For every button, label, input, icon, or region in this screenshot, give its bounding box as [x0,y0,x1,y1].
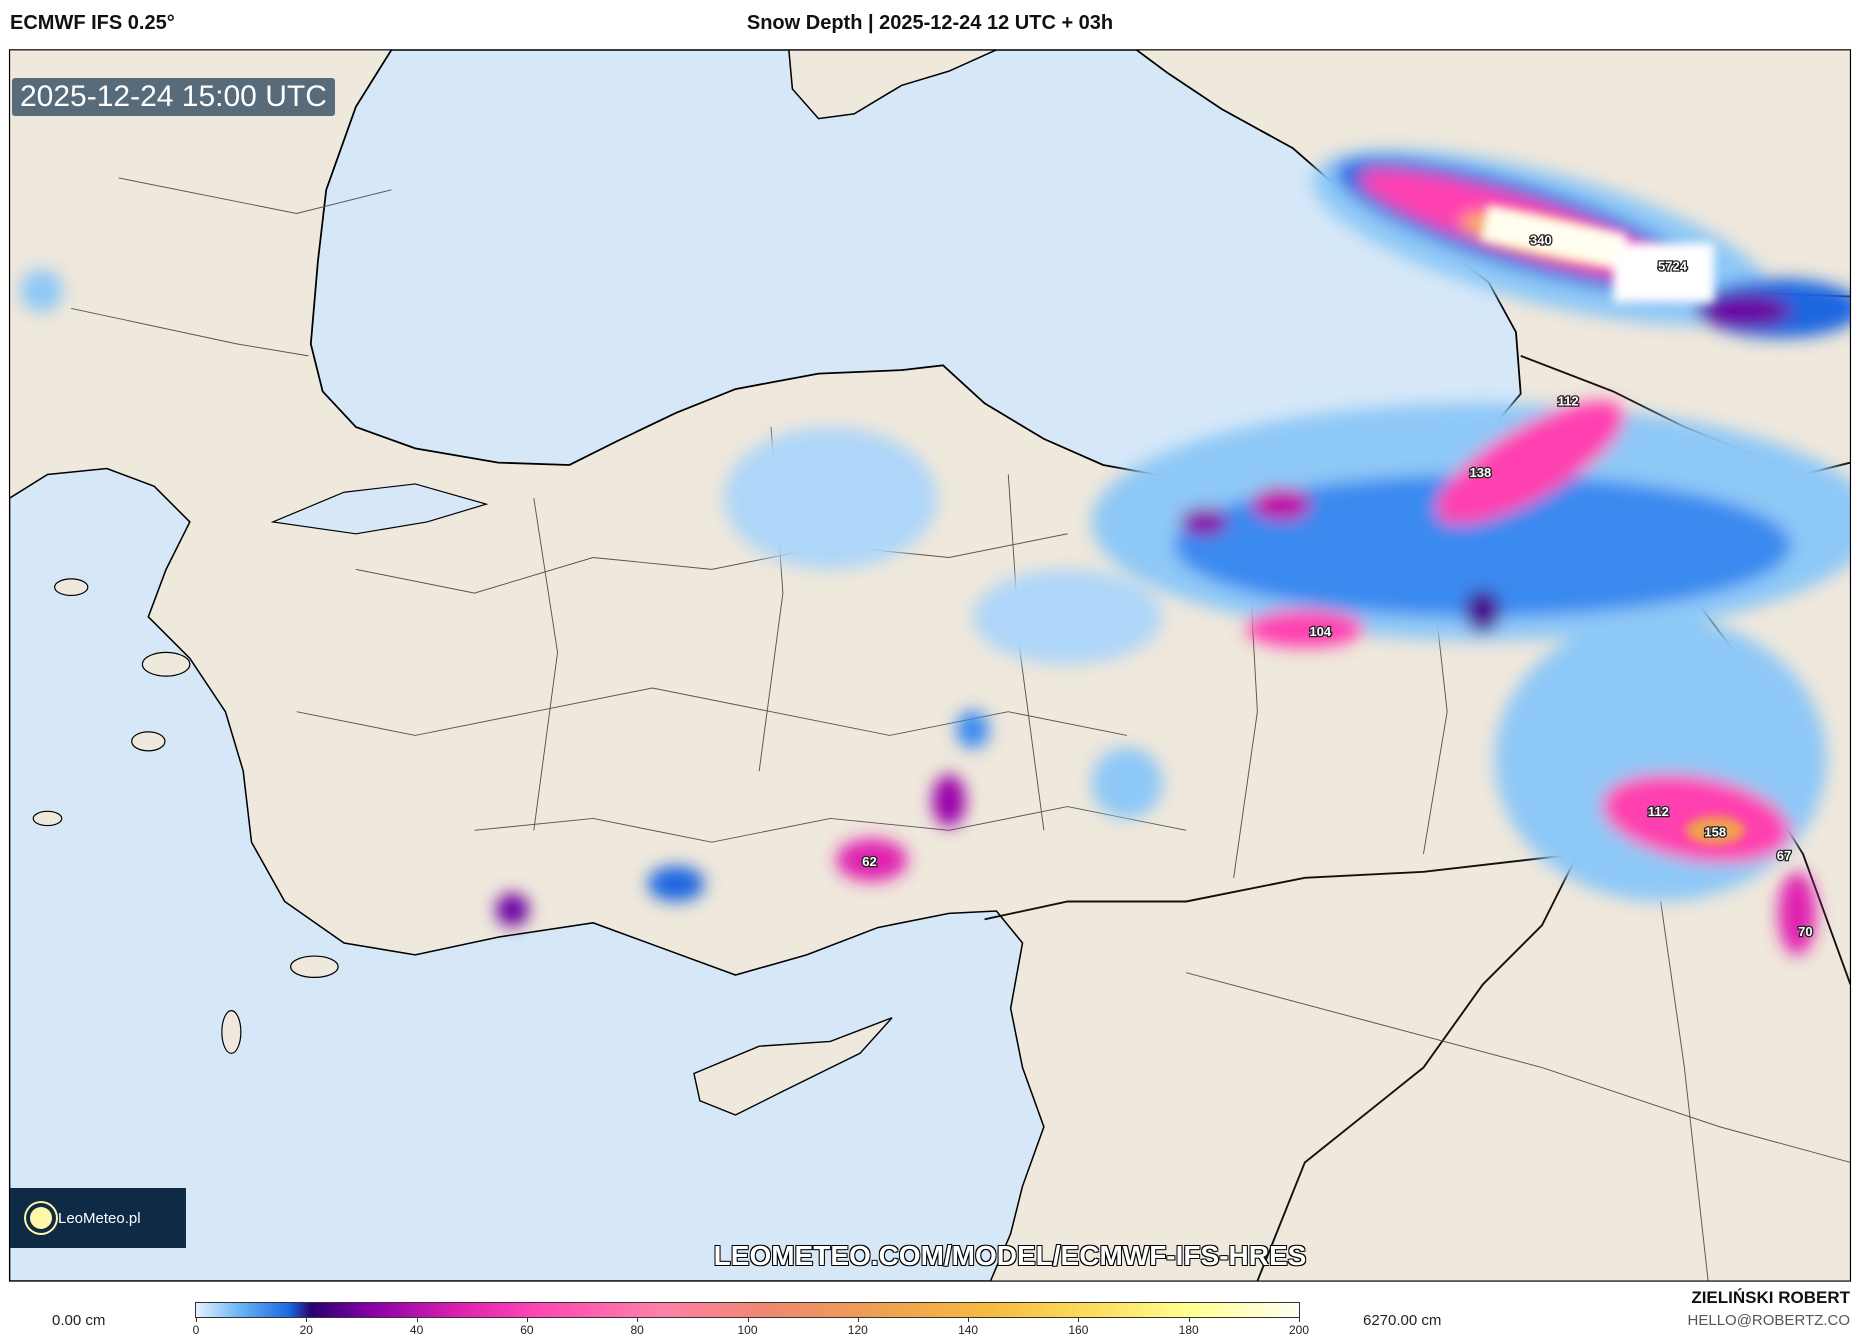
value-label: 67 [1777,848,1792,863]
value-label: 340 [1530,232,1552,247]
author-name: ZIELIŃSKI ROBERT [1691,1288,1850,1307]
logo-text: LeoMeteo.pl [58,1209,141,1227]
author-email: HELLO@ROBERTZ.CO [1687,1312,1850,1329]
colorbar-tick-label: 20 [299,1323,313,1337]
colorbar-tick-mark [306,1317,308,1322]
colorbar-tick-mark [857,1317,859,1322]
colorbar-tick-mark [1188,1317,1190,1322]
colorbar-tick-label: 160 [1068,1323,1089,1337]
colorbar-tick-mark [747,1317,749,1322]
colorbar-max-label: 6270.00 cm [1363,1312,1442,1329]
sun-icon [30,1207,52,1229]
url-watermark: LEOMETEO.COM/MODEL/ECMWF-IFS-HRES [713,1240,1307,1271]
crimea [788,49,997,120]
colorbar-tick-label: 200 [1288,1323,1310,1337]
colorbar-tick-label: 100 [737,1323,758,1337]
chart-title: Snow Depth | 2025-12-24 12 UTC + 03h [746,12,1114,34]
colorbar-tick-mark [637,1317,639,1322]
islands [32,578,339,1054]
colorbar-tick-label: 40 [409,1323,424,1337]
map-frame [8,49,1852,1282]
colorbar-tick-label: 60 [520,1323,534,1337]
snow-depth-labels: 340 5724 112 138 104 62 112 158 67 70 [861,231,1814,940]
valid-time-stamp: 2025-12-24 15:00 UTC [12,78,335,116]
value-label: 138 [1470,465,1492,480]
value-label: 62 [862,854,877,869]
colorbar-tick-mark [1078,1317,1080,1322]
value-label: 112 [1648,804,1669,819]
colorbar-tick-label: 140 [958,1323,979,1337]
model-name: ECMWF IFS 0.25° [10,12,175,34]
colorbar-tick-label: 120 [847,1323,868,1337]
colorbar-tick-mark [1299,1317,1300,1322]
value-label: 5724 [1658,258,1688,273]
marmara-sea [270,483,489,535]
colorbar-tick-label: 80 [630,1323,644,1337]
cyprus [693,1017,893,1116]
colorbar-tick-mark [968,1317,970,1322]
colorbar-tick-label: 180 [1178,1323,1199,1337]
value-label: 104 [1309,624,1331,639]
colorbar-tick-mark [526,1317,528,1322]
value-label: 70 [1798,924,1813,939]
colorbar-min-label: 0.00 cm [52,1312,106,1329]
value-label: 158 [1704,824,1726,839]
colorbar-tick-mark [416,1317,418,1322]
snow-depth-peak [1480,205,1745,845]
province-borders [71,177,1851,1282]
leometeo-logo: LeoMeteo.pl [10,1188,186,1248]
colorbar-tick-mark [196,1317,197,1322]
value-label: 112 [1558,394,1579,409]
colorbar [195,1302,1300,1318]
colorbar-tick-label: 0 [192,1323,200,1337]
